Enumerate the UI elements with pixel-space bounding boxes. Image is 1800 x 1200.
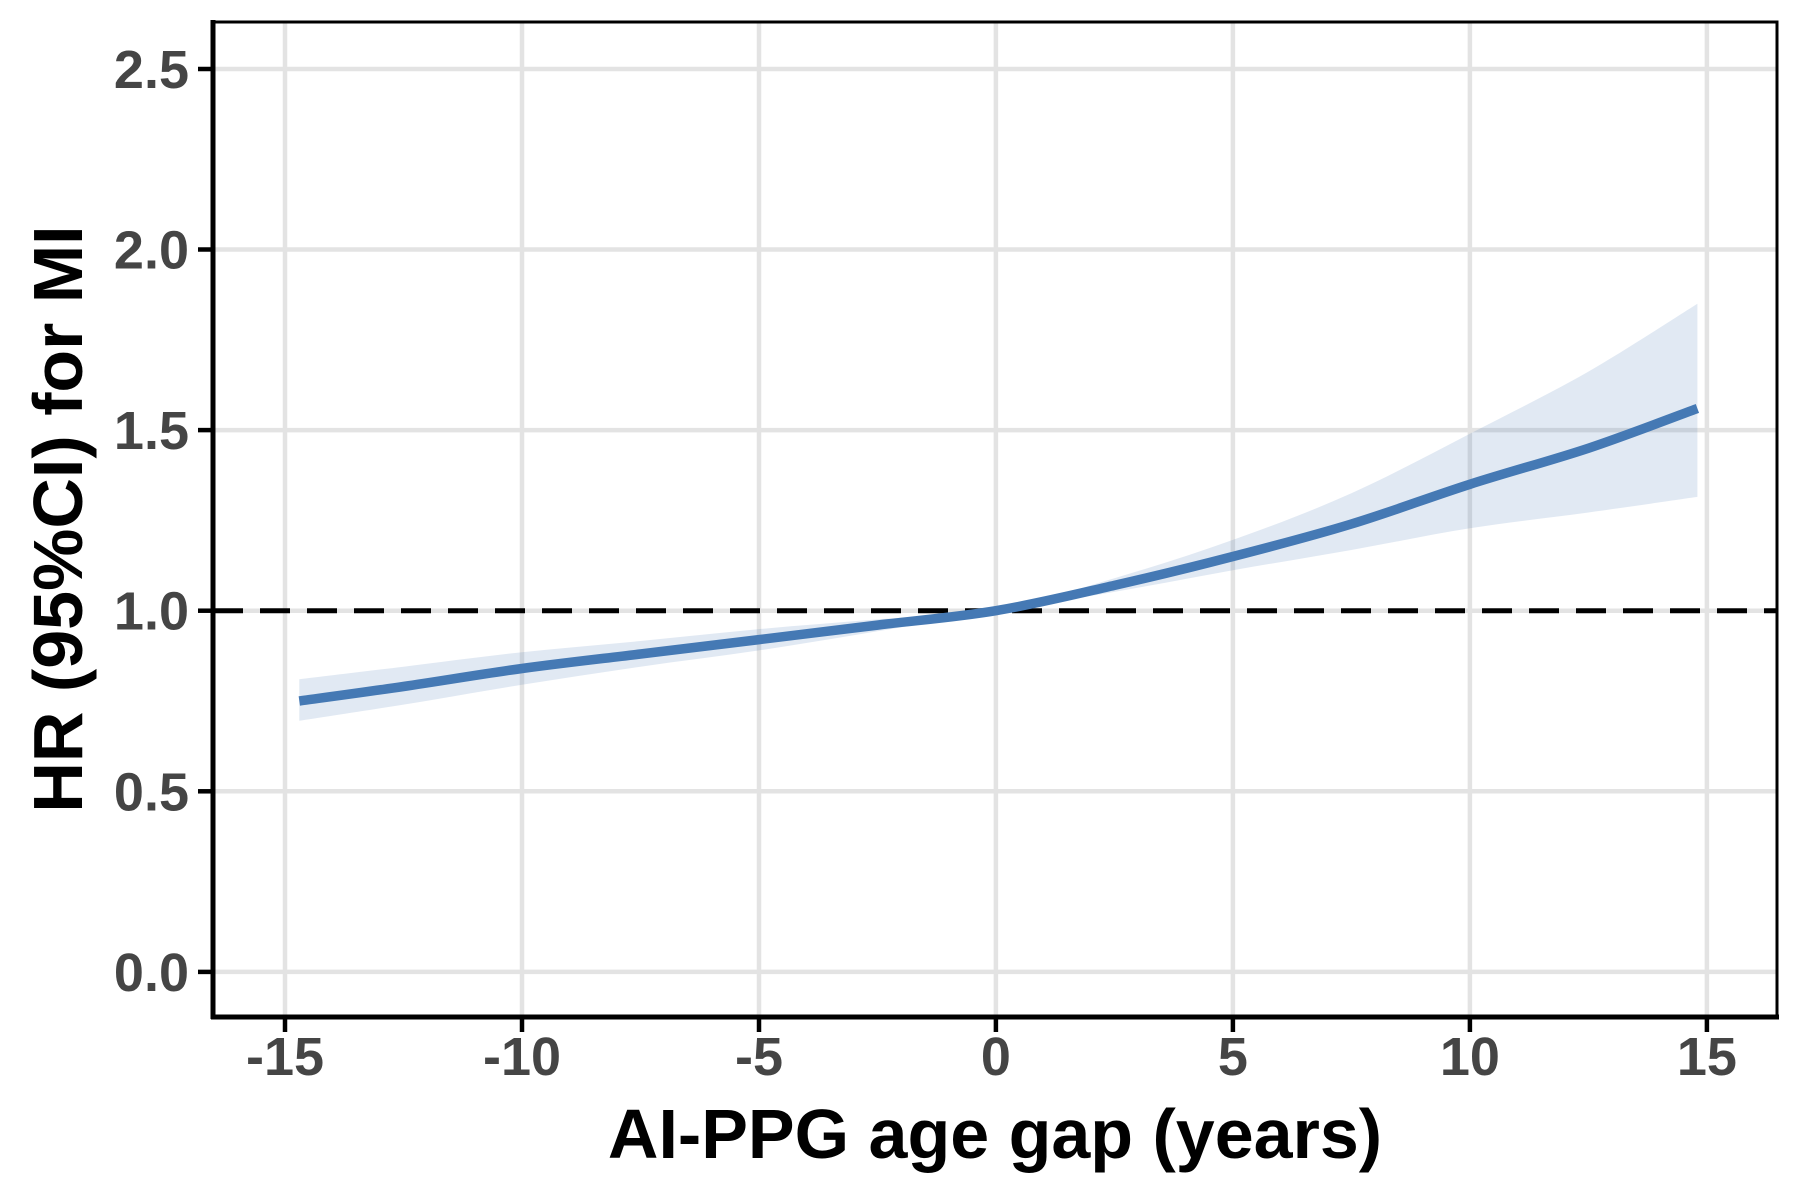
y-tick-label: 1.0	[114, 582, 189, 642]
y-tick-label: 0.0	[114, 943, 189, 1003]
x-tick-labels: -15 -10 -5 0 5 10 15	[246, 1027, 1737, 1087]
y-tick-label: 0.5	[114, 762, 189, 822]
axis-lines	[210, 20, 1779, 1020]
y-tick-labels: 0.0 0.5 1.0 1.5 2.0 2.5	[114, 40, 189, 1003]
gridlines	[213, 22, 1777, 1017]
axis-tick-marks	[198, 66, 1710, 1032]
x-tick-label: 10	[1440, 1027, 1500, 1087]
x-tick-label: 5	[1218, 1027, 1248, 1087]
y-tick-label: 2.5	[114, 40, 189, 100]
x-tick-label: -10	[483, 1027, 561, 1087]
x-axis-title: AI-PPG age gap (years)	[608, 1095, 1382, 1173]
confidence-band	[299, 303, 1698, 721]
x-tick-label: 15	[1677, 1027, 1737, 1087]
x-tick-label: -5	[735, 1027, 783, 1087]
y-axis-title: HR (95%CI) for MI	[19, 225, 97, 812]
y-tick-label: 2.0	[114, 221, 189, 281]
x-tick-label: 0	[981, 1027, 1011, 1087]
y-tick-label: 1.5	[114, 401, 189, 461]
hr-trend-line	[298, 403, 1700, 706]
x-tick-label: -15	[246, 1027, 324, 1087]
